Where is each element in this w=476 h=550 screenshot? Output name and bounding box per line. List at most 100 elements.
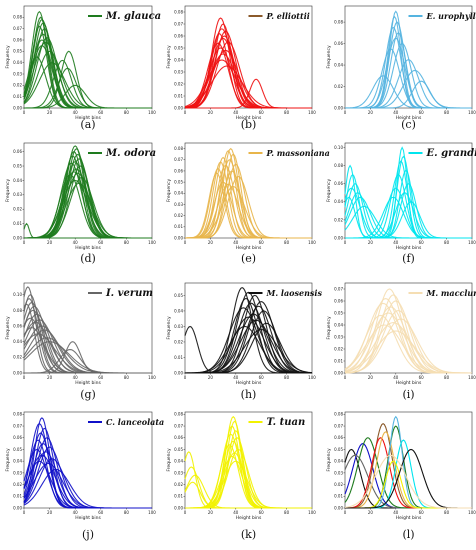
y-tick-label: 0.07 [334,423,343,428]
x-tick-label: 40 [393,110,399,115]
x-tick-label: 100 [148,510,156,515]
y-axis-label: Frequency [326,45,332,69]
y-tick-label: 0.01 [13,494,22,499]
panel-e: 0 20 40 60 80 100 0.00 0.01 0.02 0.03 0.04 0.05 0.06… [166,142,330,265]
x-tick-label: 100 [308,240,316,245]
x-tick-label: 60 [98,375,104,380]
x-tick-label: 40 [393,375,399,380]
y-tick-label: 0.10 [334,145,343,150]
panel-c: 0 20 40 60 80 100 0.00 0.02 0.04 0.06 0.08 Height b… [326,5,476,131]
y-tick-label: 0.00 [174,370,183,375]
y-tick-label: 0.07 [174,157,183,162]
panel-letter: (e) [241,252,256,265]
series-line [23,50,152,109]
x-tick-label: 20 [368,240,374,245]
x-tick-label: 20 [47,510,53,515]
y-tick-label: 0.02 [13,355,22,360]
x-tick-label: 40 [393,240,399,245]
y-tick-label: 0.06 [174,168,183,173]
y-tick-label: 0.05 [13,49,22,54]
x-axis-label: Height bins [236,380,262,386]
panel-b: 0 20 40 60 80 100 0.00 0.01 0.02 0.03 0.04 0.05 0.06… [166,5,316,131]
series-line [24,67,152,109]
legend-label: E. urophylla [426,11,476,21]
panel-l: 0 20 40 60 80 100 0.00 0.01 0.02 0.03 0.04 0.05 0.06… [326,411,476,541]
legend-label: P. massoniana [266,148,330,158]
x-tick-label: 60 [98,110,104,115]
x-tick-label: 0 [184,375,187,380]
panel-letter: (a) [80,118,95,131]
series-line [185,297,312,374]
y-tick-label: 0.02 [174,213,183,218]
x-axis-label: Height bins [396,380,422,386]
x-tick-label: 0 [184,240,187,245]
x-tick-label: 100 [308,110,316,115]
series-line [23,468,152,509]
y-tick-label: 0.06 [174,33,183,38]
x-tick-label: 0 [344,110,347,115]
y-tick-label: 0.06 [13,323,22,328]
x-tick-label: 80 [444,375,450,380]
y-tick-label: 0.00 [334,235,343,240]
series-line [23,222,152,239]
x-tick-label: 100 [148,375,156,380]
y-tick-label: 0.04 [13,178,22,183]
x-axis-label: Height bins [236,245,262,251]
x-tick-label: 60 [98,240,104,245]
series-line [345,26,472,109]
y-axis-label: Frequency [5,179,11,203]
y-tick-label: 0.00 [334,505,343,510]
y-tick-label: 0.03 [174,324,183,329]
y-tick-label: 0.04 [174,191,183,196]
x-tick-label: 100 [468,375,476,380]
panel-h: 0 20 40 60 80 100 0.00 0.01 0.02 0.03 0.04 0.05 Heig… [166,282,322,401]
y-tick-label: 0.08 [334,20,343,25]
series-line [185,328,313,374]
y-tick-label: 0.06 [334,41,343,46]
series-line [185,316,312,374]
y-axis-label: Frequency [166,45,172,69]
x-tick-label: 20 [47,240,53,245]
y-tick-label: 0.01 [334,358,343,363]
y-tick-label: 0.00 [174,235,183,240]
x-tick-label: 60 [419,240,425,245]
series-line [23,16,152,109]
x-tick-label: 20 [208,240,214,245]
y-tick-label: 0.02 [174,339,183,344]
y-tick-label: 0.02 [13,83,22,88]
x-tick-label: 80 [444,240,450,245]
y-tick-label: 0.05 [174,180,183,185]
x-tick-label: 0 [184,510,187,515]
x-tick-label: 20 [368,510,374,515]
panel-letter: (k) [241,528,256,541]
x-axis-label: Height bins [236,115,262,121]
x-tick-label: 0 [23,510,26,515]
x-tick-label: 60 [98,510,104,515]
x-tick-label: 60 [419,110,425,115]
x-tick-label: 80 [284,375,290,380]
x-tick-label: 40 [233,110,239,115]
legend-label: M. macclurei [426,288,476,298]
y-tick-label: 0.00 [334,105,343,110]
y-tick-label: 0.06 [174,435,183,440]
x-tick-label: 0 [23,240,26,245]
y-tick-label: 0.02 [334,217,343,222]
legend-label: M. odora [105,148,156,159]
y-tick-label: 0.08 [334,163,343,168]
y-axis-label: Frequency [5,45,11,69]
panel-f: 0 20 40 60 80 100 0.00 0.02 0.04 0.06 0.08 0.10 Heig… [326,142,476,265]
series-line [345,80,472,109]
x-tick-label: 40 [233,240,239,245]
y-tick-label: 0.05 [174,293,183,298]
y-tick-label: 0.04 [174,308,183,313]
y-tick-label: 0.02 [174,482,183,487]
y-axis-label: Frequency [166,448,172,472]
y-tick-label: 0.04 [13,459,22,464]
y-tick-label: 0.01 [174,494,183,499]
x-tick-label: 80 [124,110,130,115]
x-tick-label: 20 [47,375,53,380]
x-tick-label: 0 [344,240,347,245]
y-tick-label: 0.01 [13,221,22,226]
series-line [185,294,312,374]
